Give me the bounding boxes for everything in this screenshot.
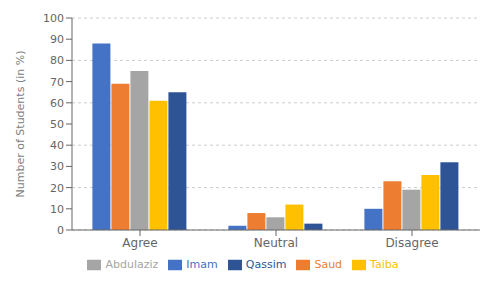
svg-text:80: 80 (50, 54, 64, 67)
svg-text:20: 20 (50, 182, 64, 195)
html-text:Qassim: Qassim (245, 258, 287, 271)
svg-text:Neutral: Neutral (254, 236, 298, 250)
html-text:Imam: Imam (186, 258, 218, 271)
svg-text:Disagree: Disagree (385, 236, 438, 250)
svg-text:90: 90 (50, 33, 64, 46)
svg-text:0: 0 (57, 224, 64, 237)
svg-text:50: 50 (50, 118, 64, 131)
html-text:Abdulaziz: Abdulaziz (105, 258, 159, 271)
svg-text:Number of Students (in %): Number of Students (in %) (14, 51, 27, 198)
svg-text:60: 60 (50, 97, 64, 110)
svg-text:Agree: Agree (122, 236, 157, 250)
svg-text:70: 70 (50, 76, 64, 89)
svg-text:30: 30 (50, 160, 64, 173)
svg-text:100: 100 (43, 12, 64, 25)
svg-text:40: 40 (50, 139, 64, 152)
html-text:Saud: Saud (314, 258, 343, 271)
html-text:Taiba: Taiba (370, 258, 399, 271)
svg-text:10: 10 (50, 203, 64, 216)
